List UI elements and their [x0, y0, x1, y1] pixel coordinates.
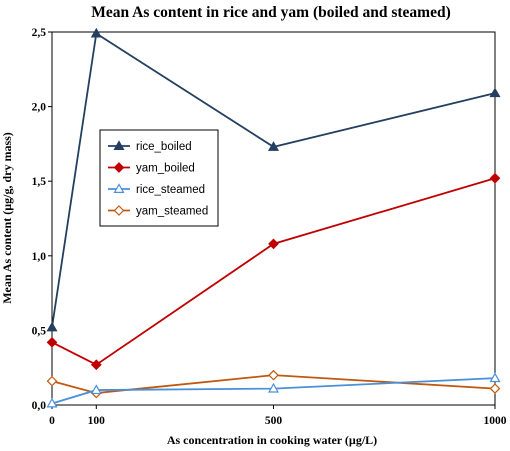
- legend-marker: [113, 140, 125, 150]
- y-tick-label: 0,0: [32, 400, 47, 412]
- data-point: [46, 321, 58, 332]
- legend-label: rice_steamed: [136, 184, 205, 196]
- y-axis: 0,0 0,5 1,0 1,5 2,0 2,5: [32, 27, 52, 412]
- x-tick-label: 500: [265, 415, 283, 427]
- legend-item: yam_steamed: [108, 205, 208, 218]
- legend-marker: [113, 183, 125, 193]
- data-point: [268, 238, 279, 250]
- series-rice-steamed: [46, 372, 501, 408]
- x-tick-label: 1000: [484, 415, 507, 427]
- data-point: [46, 397, 58, 408]
- data-point: [489, 383, 501, 394]
- y-tick-label: 1,0: [32, 251, 47, 263]
- x-axis: 0 100 500 1000: [49, 405, 507, 427]
- legend-marker: [113, 205, 125, 216]
- y-tick-label: 2,0: [32, 102, 47, 114]
- legend-label: yam_steamed: [136, 206, 208, 218]
- legend-marker: [113, 162, 125, 173]
- data-point: [267, 382, 280, 393]
- data-point: [46, 375, 58, 387]
- data-point: [268, 369, 279, 381]
- series-yam-boiled: [46, 172, 501, 371]
- y-tick-label: 1,5: [32, 176, 47, 188]
- data-point: [489, 372, 501, 383]
- data-point: [90, 27, 102, 38]
- data-point: [90, 359, 102, 371]
- y-tick-label: 0,5: [32, 325, 47, 337]
- series-line: [51, 31, 496, 328]
- y-axis-label: Mean As content (µg/g, dry mass): [0, 132, 14, 304]
- x-tick-label: 0: [49, 415, 55, 427]
- series-line: [51, 177, 496, 366]
- data-point: [489, 172, 501, 184]
- legend-item: rice_boiled: [108, 140, 192, 153]
- data-point: [46, 336, 58, 348]
- chart-title: Mean As content in rice and yam (boiled …: [91, 4, 451, 21]
- legend-label: rice_boiled: [136, 141, 192, 153]
- legend-label: yam_boiled: [136, 163, 195, 175]
- series-layer: [46, 27, 501, 408]
- series-rice-boiled: [46, 27, 501, 332]
- legend-item: yam_boiled: [108, 162, 195, 175]
- data-point: [489, 87, 501, 98]
- series-line: [51, 374, 496, 394]
- data-point: [90, 384, 102, 395]
- legend-item: rice_steamed: [108, 183, 205, 196]
- x-tick-label: 100: [88, 415, 106, 427]
- series-line: [51, 377, 496, 405]
- data-point: [267, 141, 280, 151]
- x-axis-label: As concentration in cooking water (µg/L): [167, 433, 377, 447]
- y-tick-label: 2,5: [32, 27, 47, 39]
- legend: rice_boiled yam_boiled rice_steamed yam_ste…: [99, 129, 219, 227]
